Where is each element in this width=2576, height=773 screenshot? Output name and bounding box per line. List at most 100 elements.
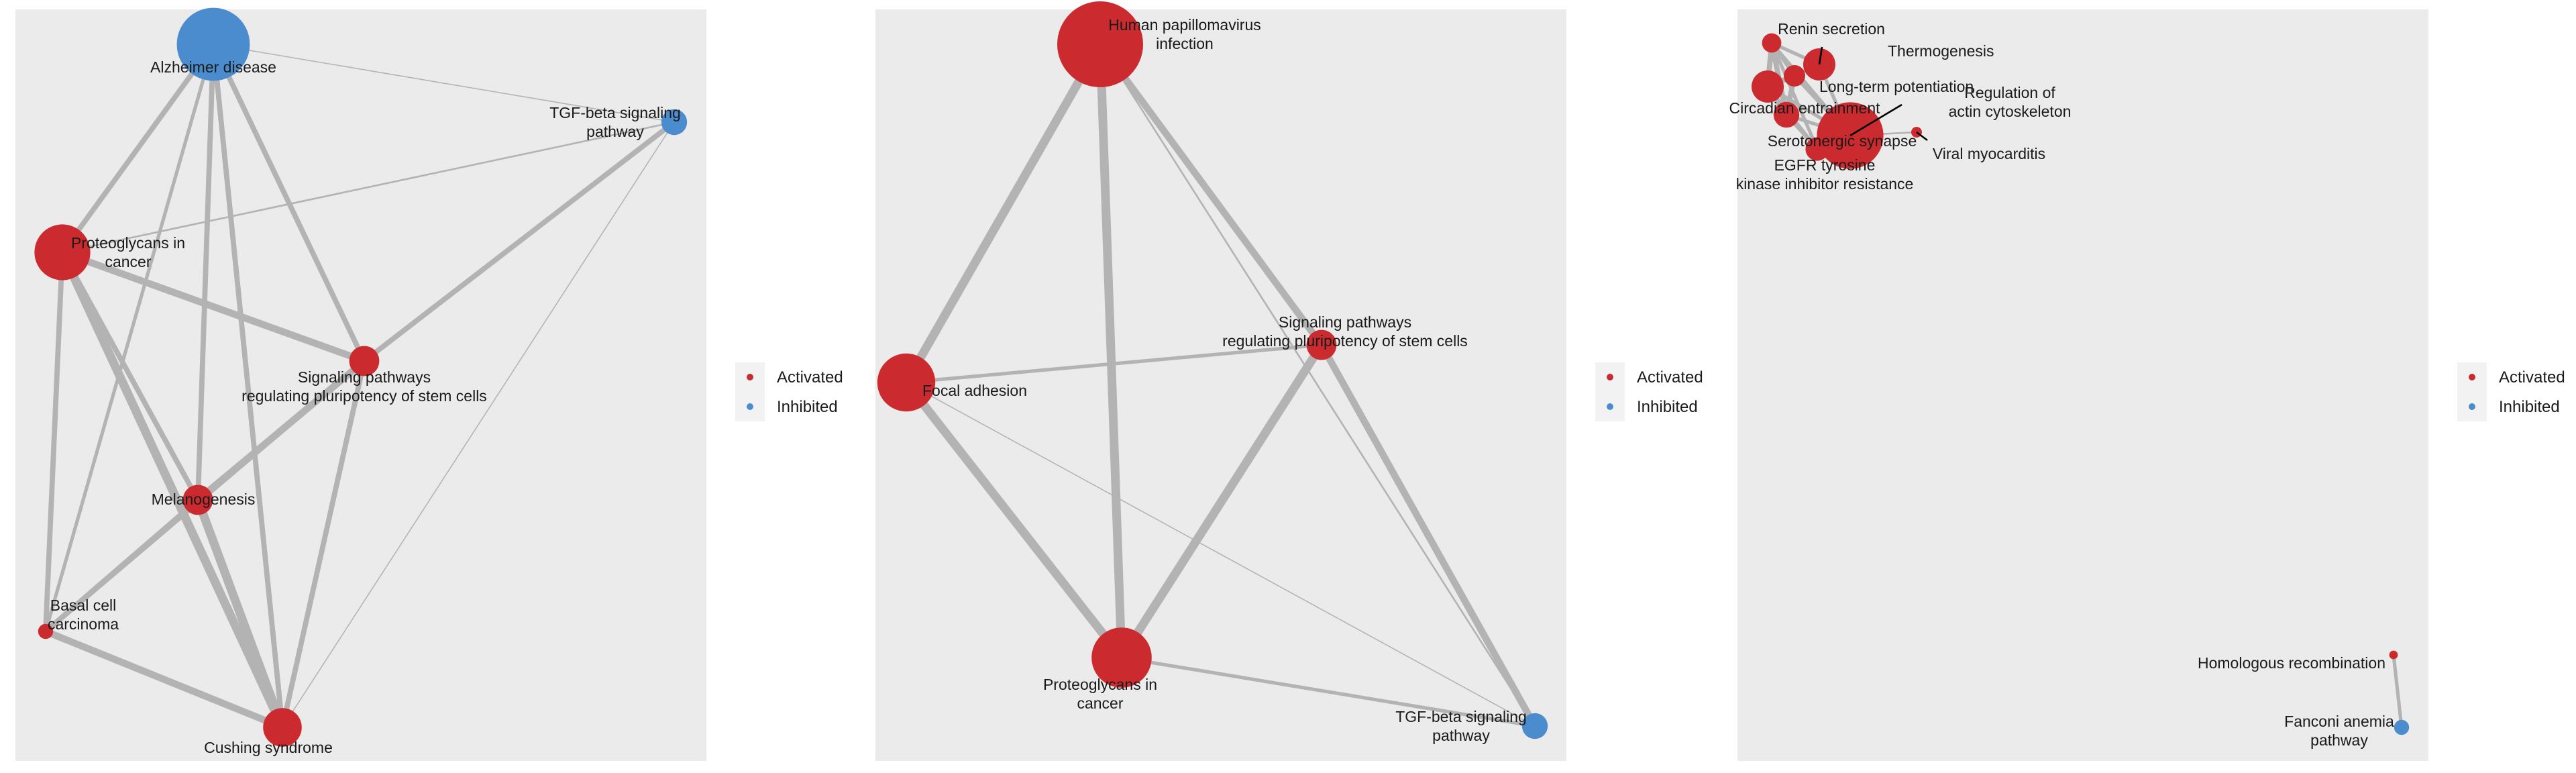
- edge-alz-prot: [60, 42, 216, 254]
- edge-focal-prot: [902, 379, 1126, 661]
- node-label-hpv: infection: [1156, 35, 1214, 52]
- edge-prot-sig: [61, 249, 366, 364]
- leader-line-thermo: [1818, 46, 1823, 65]
- node-label-egfr: EGFR tyrosine: [1774, 156, 1876, 174]
- node-label-prot: cancer: [1077, 694, 1123, 712]
- node-label-viral: Viral myocarditis: [1933, 145, 2045, 162]
- node-label-egfr: kinase inhibitor resistance: [1736, 175, 1914, 193]
- edge-hpv-tgf: [1099, 44, 1536, 727]
- edge-homo-fanconi: [2392, 654, 2404, 728]
- legend-dot-activated: [1607, 374, 1613, 380]
- edge-alz-tgf: [213, 44, 675, 123]
- node-sig[interactable]: [1306, 329, 1337, 360]
- leader-line-regact: [1849, 103, 1902, 137]
- node-label-tgf: pathway: [586, 123, 644, 140]
- node-label-thermo: Thermogenesis: [1888, 42, 1994, 60]
- node-alz[interactable]: [176, 7, 250, 81]
- node-label-homo: Homologous recombination: [2198, 654, 2385, 672]
- node-label-mel: Melanogenesis: [152, 491, 256, 508]
- legend-dot-inhibited: [2469, 403, 2475, 410]
- node-sig[interactable]: [349, 346, 380, 376]
- edge-alz-sig: [211, 43, 367, 362]
- node-label-bcc: Basal cell: [50, 597, 116, 614]
- leader-line-viral: [1916, 131, 1928, 142]
- node-label-sig: Signaling pathways: [1279, 313, 1411, 331]
- node-egfr[interactable]: [1805, 137, 1829, 161]
- label-layer: Alzheimer disease TGF-beta signaling pathw…: [48, 58, 681, 756]
- node-label-sig: Signaling pathways: [298, 368, 431, 386]
- node-label-circ: Circadian entrainment: [1729, 99, 1880, 117]
- edge-layer: [902, 42, 1538, 728]
- node-tgf[interactable]: [661, 109, 688, 136]
- node-mel[interactable]: [182, 484, 213, 515]
- edge-alz-bcc: [44, 44, 215, 632]
- legend: Activated Inhibited: [2457, 362, 2565, 421]
- edge-sig-cush: [280, 360, 367, 728]
- node-label-focal: Focal adhesion: [922, 382, 1027, 399]
- node-label-hpv: Human papillomavirus: [1108, 16, 1261, 34]
- node-prot[interactable]: [34, 224, 91, 280]
- edge-bcc-cush: [44, 628, 284, 731]
- edge-focal-sig: [906, 343, 1322, 384]
- node-label-tgf: TGF-beta signaling: [1395, 708, 1527, 725]
- node-label-sero: Serotonergic synapse: [1768, 132, 1917, 150]
- node-bcc[interactable]: [38, 623, 54, 639]
- node-homo[interactable]: [2389, 650, 2398, 660]
- edge-alz-mel: [195, 44, 216, 501]
- edge-sig-tgf: [1318, 343, 1538, 728]
- edge-hpv-sig: [1097, 42, 1325, 348]
- legend-dot-activated: [747, 374, 753, 380]
- legend-label-activated: Activated: [1637, 368, 1703, 386]
- node-label-sig: regulating pluripotency of stem cells: [241, 387, 487, 405]
- legend-dot-inhibited: [747, 403, 753, 410]
- node-hpv[interactable]: [1057, 1, 1143, 87]
- node-label-cush: Cushing syndrome: [204, 739, 333, 756]
- legend-label-activated: Activated: [777, 368, 843, 386]
- edge-renin-egfr: [1770, 42, 1819, 150]
- node-renin[interactable]: [1762, 33, 1782, 53]
- legend-label-inhibited: Inhibited: [2499, 398, 2560, 416]
- node-label-fanconi: Fanconi anemia: [2284, 713, 2394, 730]
- edge-focal-tgf: [906, 382, 1536, 727]
- legend: Activated Inhibited: [1595, 362, 1703, 421]
- legend-label-activated: Activated: [2499, 368, 2565, 386]
- node-focal[interactable]: [877, 353, 936, 412]
- edge-prot-tgf: [62, 121, 675, 254]
- network-panel-1: Alzheimer disease TGF-beta signaling pathw…: [15, 7, 706, 761]
- legend-dot-activated: [2469, 374, 2475, 380]
- edge-sig-prot: [1118, 342, 1326, 660]
- edge-alz-cush: [211, 44, 285, 728]
- edge-prot-cush: [58, 250, 286, 729]
- node-sero[interactable]: [1773, 101, 1800, 128]
- node-fanconi[interactable]: [2394, 719, 2410, 735]
- node-label-prot: Proteoglycans in: [71, 234, 185, 252]
- node-layer: [34, 7, 688, 747]
- node-label-sig: regulating pluripotency of stem cells: [1222, 332, 1468, 350]
- node-label-regact: Regulation of: [1964, 84, 2055, 101]
- legend-label-inhibited: Inhibited: [1637, 398, 1698, 416]
- edge-prot-tgf: [1121, 656, 1536, 728]
- node-cush[interactable]: [263, 708, 302, 747]
- node-label-regact: actin cytoskeleton: [1949, 103, 2072, 120]
- edge-prot-bcc: [43, 252, 65, 632]
- node-label-ltp: Long-term potentiation: [1819, 78, 1974, 95]
- legend-label-inhibited: Inhibited: [777, 398, 838, 416]
- legend: Activated Inhibited: [735, 362, 843, 421]
- node-label-prot: Proteoglycans in: [1043, 676, 1157, 693]
- node-label-prot: cancer: [105, 253, 151, 270]
- edge-hpv-prot: [1095, 44, 1126, 658]
- edge-tgf-cush: [282, 121, 675, 728]
- node-prot[interactable]: [1091, 627, 1152, 688]
- node-tgf[interactable]: [1521, 713, 1548, 739]
- node-ltp[interactable]: [1784, 65, 1805, 87]
- node-circ[interactable]: [1752, 70, 1784, 103]
- legend-dot-inhibited: [1607, 403, 1613, 410]
- node-label-tgf: pathway: [1432, 727, 1490, 744]
- edge-hpv-focal: [902, 42, 1104, 385]
- edge-sig-tgf: [362, 119, 676, 364]
- edge-mel-bcc: [44, 498, 200, 633]
